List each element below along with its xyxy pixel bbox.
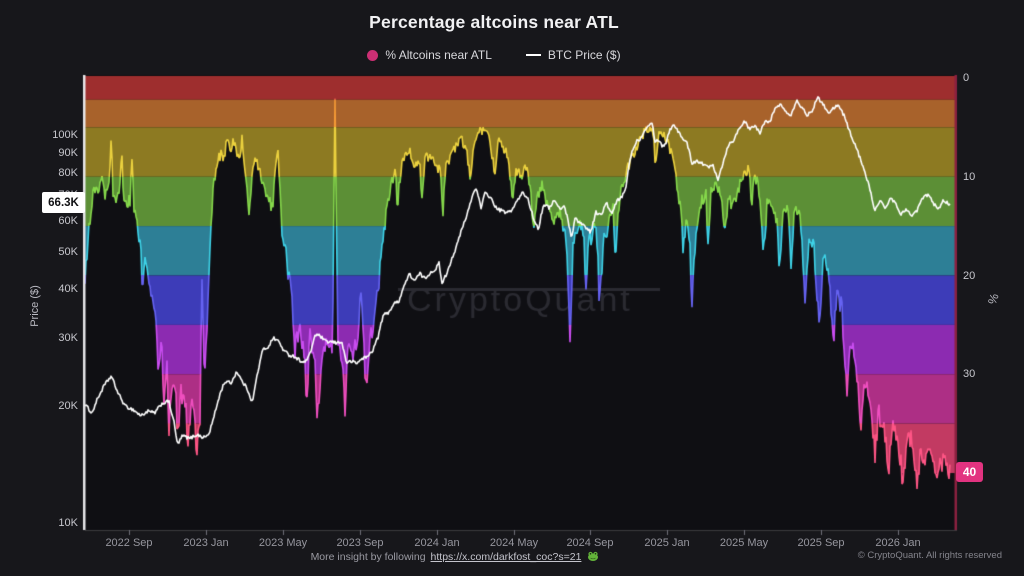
footer-link[interactable]: https://x.com/darkfost_coc?s=21: [430, 551, 582, 563]
price-tick-10K: 10K: [58, 517, 78, 529]
chart-title: Percentage altcoins near ATL: [369, 12, 619, 32]
price-tick-60K: 60K: [58, 215, 78, 227]
x-tick-2023-May: 2023 May: [258, 537, 308, 549]
footer-prefix: More insight by following: [310, 551, 426, 563]
copyright-notice: © CryptoQuant. All rights reserved: [857, 550, 1002, 561]
chart-legend: % Altcoins near ATL BTC Price ($): [0, 48, 988, 62]
price-tick-90K: 90K: [58, 147, 78, 159]
left-axis-title: Price ($): [28, 285, 41, 327]
pct-tick-10: 10: [963, 171, 976, 183]
x-tick-2026-Jan: 2026 Jan: [875, 537, 921, 549]
legend-item-btc[interactable]: BTC Price ($): [525, 48, 621, 62]
x-tick-2024-Sep: 2024 Sep: [566, 537, 614, 549]
price-tick-40K: 40K: [58, 283, 78, 295]
legend-label-btc: BTC Price ($): [547, 48, 621, 62]
x-tick-2023-Sep: 2023 Sep: [336, 537, 384, 549]
frog-icon: [587, 549, 599, 567]
x-tick-2024-Jan: 2024 Jan: [414, 537, 460, 549]
x-tick-2025-Sep: 2025 Sep: [797, 537, 845, 549]
price-tick-20K: 20K: [58, 400, 78, 412]
price-tick-50K: 50K: [58, 246, 78, 258]
price-tick-80K: 80K: [58, 167, 78, 179]
btc-current-price-badge: 66.3K: [42, 192, 85, 213]
x-tick-2023-Jan: 2023 Jan: [183, 537, 229, 549]
altcoin-pct-current-badge: 40: [956, 462, 983, 482]
line-swatch-icon: [525, 54, 541, 56]
price-tick-100K: 100K: [52, 129, 78, 141]
legend-item-altcoins[interactable]: % Altcoins near ATL: [367, 48, 492, 62]
x-tick-2024-May: 2024 May: [489, 537, 539, 549]
price-tick-30K: 30K: [58, 332, 78, 344]
pct-tick-30: 30: [963, 368, 976, 380]
x-tick-2022-Sep: 2022 Sep: [105, 537, 153, 549]
pct-tick-20: 20: [963, 270, 976, 282]
pct-tick-0: 0: [963, 72, 970, 84]
x-tick-2025-Jan: 2025 Jan: [644, 537, 690, 549]
page-title-row: Percentage altcoins near ATL: [0, 12, 988, 33]
pink-dot-icon: [367, 49, 379, 61]
footer-note: More insight by following https://x.com/…: [0, 548, 910, 566]
legend-label-altcoins: % Altcoins near ATL: [385, 48, 492, 62]
x-tick-2025-May: 2025 May: [719, 537, 769, 549]
